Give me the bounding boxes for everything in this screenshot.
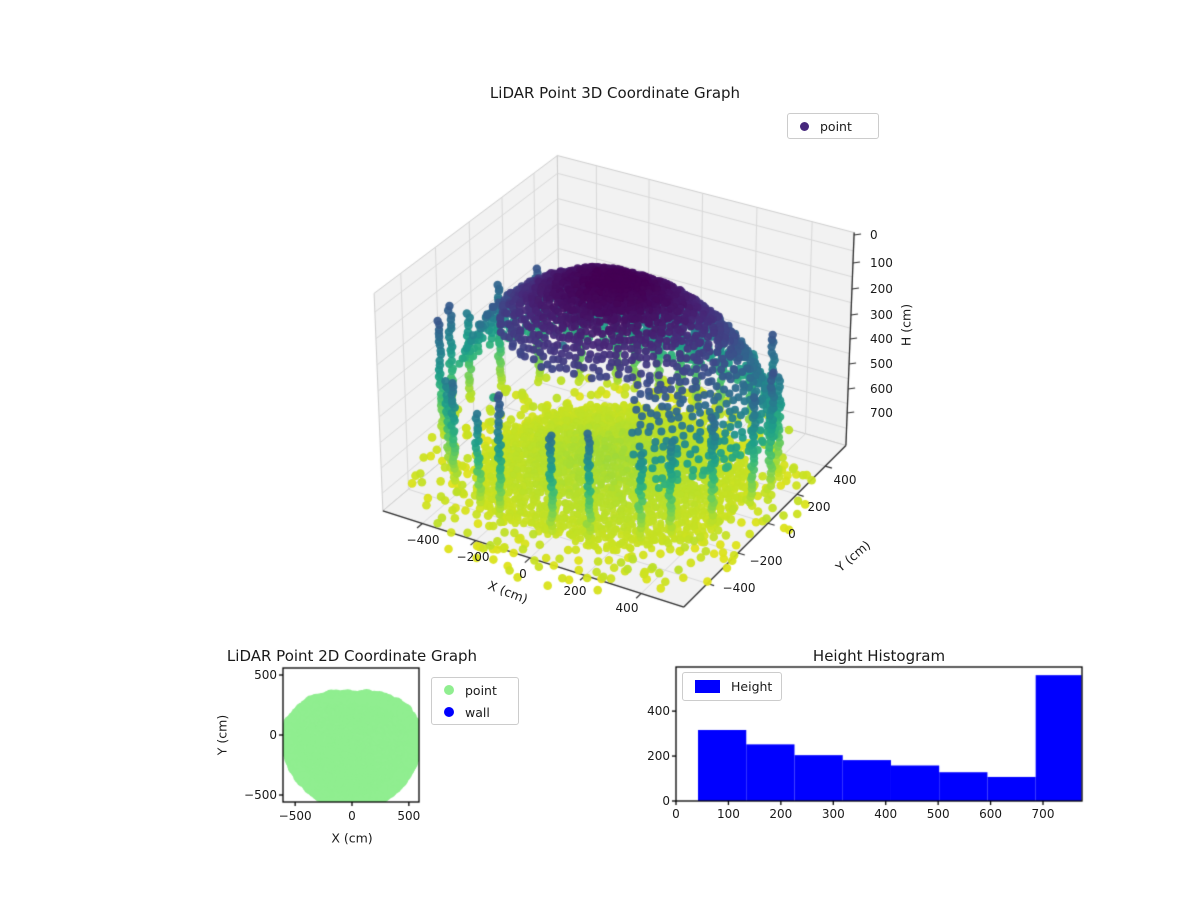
plot3d-legend-row: point [788, 115, 878, 137]
plot3d-x-tick-label: 0 [519, 567, 527, 581]
histogram-title: Height Histogram [812, 647, 946, 665]
plot3d-z-tick-label: 600 [870, 382, 893, 396]
plot3d-x-tick-label: −200 [456, 550, 490, 564]
histogram-x-tick-label: 300 [821, 807, 845, 821]
plot2d-title: LiDAR Point 2D Coordinate Graph [226, 647, 478, 665]
point-legend-marker-icon [444, 685, 454, 695]
plot3d-z-axis-label: H (cm) [898, 303, 914, 347]
histogram-x-tick-label: 700 [1031, 807, 1055, 821]
plot2d-y-tick-label: 500 [254, 668, 277, 682]
point-legend-marker-icon [800, 121, 809, 131]
histogram-x-tick-label: 100 [716, 807, 740, 821]
plot2d-x-tick-label: 500 [397, 809, 421, 823]
plot2d-legend-label-point: point [465, 682, 497, 698]
plot2d-legend-row-wall: wall [432, 701, 518, 723]
histogram-y-tick-label: 200 [647, 749, 670, 764]
height-legend-patch-icon [695, 680, 720, 693]
histogram-x-tick-label: 600 [979, 807, 1003, 821]
plot3d-z-tick-label: 400 [870, 332, 893, 346]
histogram-y-tick-label: 400 [647, 704, 670, 719]
plot3d-y-tick-label: −400 [722, 581, 756, 595]
plot2d-legend-row-point: point [432, 679, 518, 701]
plot2d-y-axis-label: Y (cm) [214, 714, 230, 756]
plot2d-y-tick-label: 0 [269, 728, 277, 742]
plot2d-x-axis-label: X (cm) [331, 830, 373, 846]
histogram-y-tick-label: 0 [662, 794, 670, 808]
plot3d-y-tick-label: 400 [833, 473, 857, 487]
plot3d-x-tick-label: 400 [615, 601, 639, 615]
plot3d-legend: point [787, 113, 879, 139]
plot3d-z-tick-label: 300 [870, 308, 893, 322]
plot2d-x-tick-label: −500 [278, 809, 312, 823]
plot3d-z-tick-label: 500 [870, 357, 893, 371]
plot3d-z-tick-label: 100 [870, 256, 893, 270]
wall-legend-marker-icon [444, 707, 454, 717]
histogram-x-tick-label: 0 [672, 807, 680, 821]
plot3d-x-tick-label: 200 [563, 584, 587, 598]
histogram-x-tick-label: 200 [769, 807, 793, 821]
plot3d-z-tick-label: 700 [870, 406, 893, 420]
plot3d-z-tick-label: 0 [870, 228, 878, 242]
plot3d-y-tick-label: −200 [749, 554, 783, 568]
histogram-legend: Height [682, 672, 782, 701]
histogram-x-tick-label: 400 [874, 807, 898, 821]
plot3d-title: LiDAR Point 3D Coordinate Graph [489, 84, 741, 102]
histogram-x-tick-label: 500 [926, 807, 950, 821]
histogram-legend-row: Height [683, 676, 781, 698]
plot2d-y-tick-label: −500 [244, 788, 277, 802]
plot3d-y-tick-label: 0 [788, 527, 796, 541]
plot3d-y-tick-label: 200 [807, 500, 831, 514]
plot3d-z-tick-label: 200 [870, 282, 893, 296]
plot2d-legend: point wall [431, 677, 519, 725]
histogram-legend-label: Height [731, 679, 773, 694]
plot3d-x-tick-label: −400 [406, 533, 440, 547]
plot2d-x-tick-label: 0 [348, 809, 356, 823]
plot3d-legend-label: point [820, 118, 852, 134]
plot2d-legend-label-wall: wall [465, 704, 490, 720]
